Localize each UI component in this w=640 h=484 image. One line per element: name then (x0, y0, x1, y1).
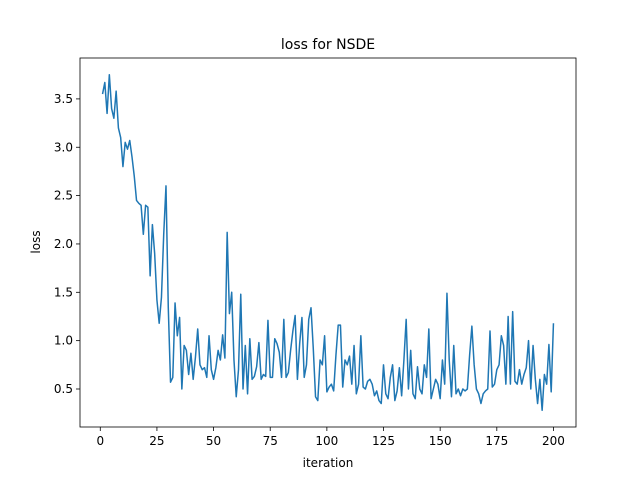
x-tick-label: 125 (372, 434, 395, 448)
y-tick-label: 1.0 (54, 334, 73, 348)
y-tick-label: 3.5 (54, 92, 73, 106)
y-tick-label: 2.5 (54, 189, 73, 203)
chart-title: loss for NSDE (281, 37, 375, 53)
y-axis-label: loss (29, 230, 43, 253)
x-axis-label: iteration (303, 456, 354, 470)
x-tick-label: 175 (485, 434, 508, 448)
x-tick-label: 50 (206, 434, 221, 448)
x-tick-label: 100 (315, 434, 338, 448)
y-tick-label: 2.0 (54, 237, 73, 251)
x-tick-label: 150 (429, 434, 452, 448)
x-tick-label: 75 (263, 434, 278, 448)
x-tick-label: 25 (149, 434, 164, 448)
y-tick-label: 1.5 (54, 285, 73, 299)
loss-line (101, 73, 555, 412)
y-tick-label: 0.5 (54, 382, 73, 396)
x-tick-label: 0 (96, 434, 104, 448)
plot-frame (79, 57, 577, 428)
y-tick-label: 3.0 (54, 140, 73, 154)
x-tick-label: 200 (542, 434, 565, 448)
